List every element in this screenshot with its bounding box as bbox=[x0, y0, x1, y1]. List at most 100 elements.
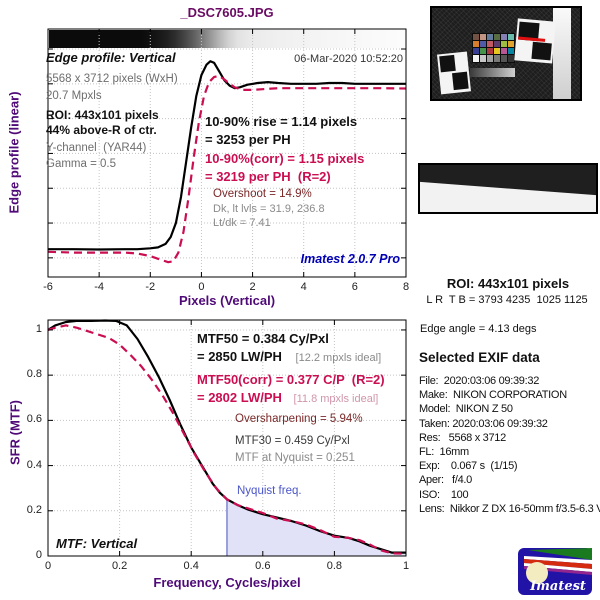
mtf-xtick-label: 0.8 bbox=[326, 560, 343, 572]
ltdk-ratio-label: Lt/dk = 7.41 bbox=[213, 217, 271, 229]
colorchecker-patch bbox=[487, 33, 494, 40]
colorchecker-patch bbox=[494, 55, 501, 62]
colorchecker-patch bbox=[487, 48, 494, 55]
colorchecker-patch bbox=[480, 40, 487, 48]
exif-line: Taken: 2020:03:06 09:39:32 bbox=[419, 417, 548, 430]
edge-roi-thumbnail bbox=[418, 163, 598, 214]
colorchecker-patch bbox=[472, 55, 480, 62]
exif-line: Aper: f/4.0 bbox=[419, 474, 472, 487]
mtf50corr-line2: = 2802 LW/PH [11.8 mpxls ideal] bbox=[197, 390, 378, 405]
mtf50corr-line1: MTF50(corr) = 0.377 C/P (R=2) bbox=[197, 372, 385, 387]
megapixels-label: 20.7 Mpxls bbox=[46, 90, 102, 102]
checkerboard-target-lower-left bbox=[437, 51, 471, 95]
edge-xtick-label: -6 bbox=[43, 281, 53, 293]
edge-xtick-label: 4 bbox=[300, 281, 307, 293]
colorchecker-patch bbox=[501, 40, 508, 48]
exif-heading: Selected EXIF data bbox=[419, 350, 540, 365]
gamma-label: Gamma = 0.5 bbox=[46, 158, 116, 170]
edge-xtick-label: -2 bbox=[145, 281, 156, 293]
mtf-xtick-label: 1 bbox=[402, 560, 410, 572]
mtf-xtick-label: 0 bbox=[44, 560, 52, 572]
logo-red-stripe bbox=[524, 559, 592, 569]
exif-line: Make: NIKON CORPORATION bbox=[419, 389, 567, 402]
roi-size-heading: ROI: 443x101 pixels bbox=[446, 276, 570, 291]
logo-white-stripe bbox=[524, 556, 592, 564]
mtf-ytick-label: 0.2 bbox=[26, 503, 42, 516]
colorchecker-patch bbox=[501, 55, 508, 62]
mtf50corr-lwph: = 2802 LW/PH bbox=[197, 390, 282, 405]
colorchecker-patch bbox=[472, 33, 480, 40]
mtf-xtick-label: 0.2 bbox=[111, 560, 128, 572]
edge-roi-dark-region bbox=[420, 165, 596, 196]
channel-label: Y-channel (YAR44) bbox=[46, 142, 147, 154]
overshoot-label: Overshoot = 14.9% bbox=[213, 188, 312, 200]
edge-xtick-label: -4 bbox=[94, 281, 105, 293]
logo-green-stripe bbox=[528, 548, 592, 560]
checker-square bbox=[531, 41, 553, 60]
exif-line: Lens: Nikkor Z DX 16-50mm f/3.5-6.3 V bbox=[419, 502, 600, 515]
mtf-chart-title: MTF: Vertical bbox=[56, 536, 138, 551]
mtf-ytick-label: 1 bbox=[35, 322, 42, 335]
colorchecker-patch bbox=[472, 48, 480, 55]
colorchecker-patch bbox=[480, 55, 487, 62]
mtf-ytick-label: 0.6 bbox=[26, 413, 42, 426]
colorchecker-patch bbox=[508, 55, 515, 62]
edge-xtick-label: 8 bbox=[402, 281, 410, 293]
colorchecker-patch bbox=[494, 40, 501, 48]
checker-square bbox=[452, 71, 469, 90]
mtf-ytick-label: 0.8 bbox=[26, 368, 42, 381]
edge-xaxis-label: Pixels (Vertical) bbox=[178, 293, 276, 308]
mtf-xtick-label: 0.6 bbox=[255, 560, 271, 572]
nyquist-freq-label: Nyquist freq. bbox=[237, 485, 302, 497]
density-step-wedge bbox=[470, 68, 515, 78]
mtf-nyquist-value-label: MTF at Nyquist = 0.251 bbox=[235, 452, 355, 464]
edge-xtick-label: 2 bbox=[249, 281, 256, 293]
mtf30-label: MTF30 = 0.459 Cy/Pxl bbox=[235, 435, 350, 447]
imatest-version-watermark: Imatest 2.0.7 Pro bbox=[300, 252, 400, 266]
page-title: _DSC7605.JPG bbox=[180, 5, 274, 20]
rise-corr-line1: 10-90%(corr) = 1.15 pixels bbox=[205, 151, 365, 166]
colorchecker-patch bbox=[508, 48, 515, 55]
rise-value-line2: = 3253 per PH bbox=[205, 132, 291, 147]
logo-purple-stripe bbox=[524, 566, 592, 575]
colorchecker-patch bbox=[487, 40, 494, 48]
imatest-logo: Imatest bbox=[518, 548, 592, 595]
exif-line: Model: NIKON Z 50 bbox=[419, 403, 513, 416]
mtf-xtick-label: 0.4 bbox=[183, 560, 199, 572]
roi-coordinates: L R T B = 3793 4235 1025 1125 bbox=[426, 294, 588, 306]
colorchecker-patch bbox=[508, 33, 515, 40]
mtf-ytick-label: 0.4 bbox=[26, 458, 42, 471]
thumbnail-light-strip bbox=[553, 8, 572, 99]
colorchecker-patch bbox=[480, 48, 487, 55]
logo-background bbox=[518, 548, 592, 595]
rise-value-line1: 10-90% rise = 1.14 pixels bbox=[205, 114, 358, 129]
mtf50-line2: = 2850 LW/PH [12.2 mpxls ideal] bbox=[197, 349, 381, 364]
colorchecker-patch bbox=[494, 33, 501, 40]
mtf50-ideal-note: [12.2 mpxls ideal] bbox=[295, 352, 382, 364]
mtf-xaxis-label: Frequency, Cycles/pixel bbox=[153, 575, 301, 590]
analysis-date: 06-Mar-2020 10:52:20 bbox=[294, 53, 403, 65]
edge-xtick-label: 0 bbox=[198, 281, 205, 293]
colorchecker-patch bbox=[487, 55, 494, 62]
logo-sun-circle bbox=[526, 562, 548, 584]
edge-chart-title: Edge profile: Vertical bbox=[46, 50, 176, 65]
colorchecker-patch bbox=[494, 48, 501, 55]
checker-square bbox=[439, 54, 456, 73]
edge-xtick-label: 6 bbox=[351, 281, 358, 293]
mtf-ytick-label: 0 bbox=[35, 549, 42, 561]
colorchecker-patch bbox=[501, 33, 508, 40]
levels-label: Dk, lt lvls = 31.9, 236.8 bbox=[213, 203, 325, 215]
edge-grayscale-strip bbox=[49, 30, 405, 48]
mtf50corr-ideal-note: [11.8 mpxls ideal] bbox=[293, 393, 379, 405]
logo-text: Imatest bbox=[529, 579, 586, 594]
roi-position-label: 44% above-R of ctr. bbox=[46, 123, 157, 137]
exif-line: ISO: 100 bbox=[419, 488, 469, 501]
image-size-label: 5568 x 3712 pixels (WxH) bbox=[46, 73, 178, 85]
exif-line: File: 2020:03:06 09:39:32 bbox=[419, 375, 540, 387]
rise-corr-line2: = 3219 per PH (R=2) bbox=[205, 169, 331, 184]
mtf50-lwph: = 2850 LW/PH bbox=[197, 349, 282, 364]
logo-white-stripe bbox=[524, 563, 592, 572]
edge-yaxis-label: Edge profile (linear) bbox=[6, 91, 22, 214]
colorchecker-chart bbox=[471, 32, 516, 63]
